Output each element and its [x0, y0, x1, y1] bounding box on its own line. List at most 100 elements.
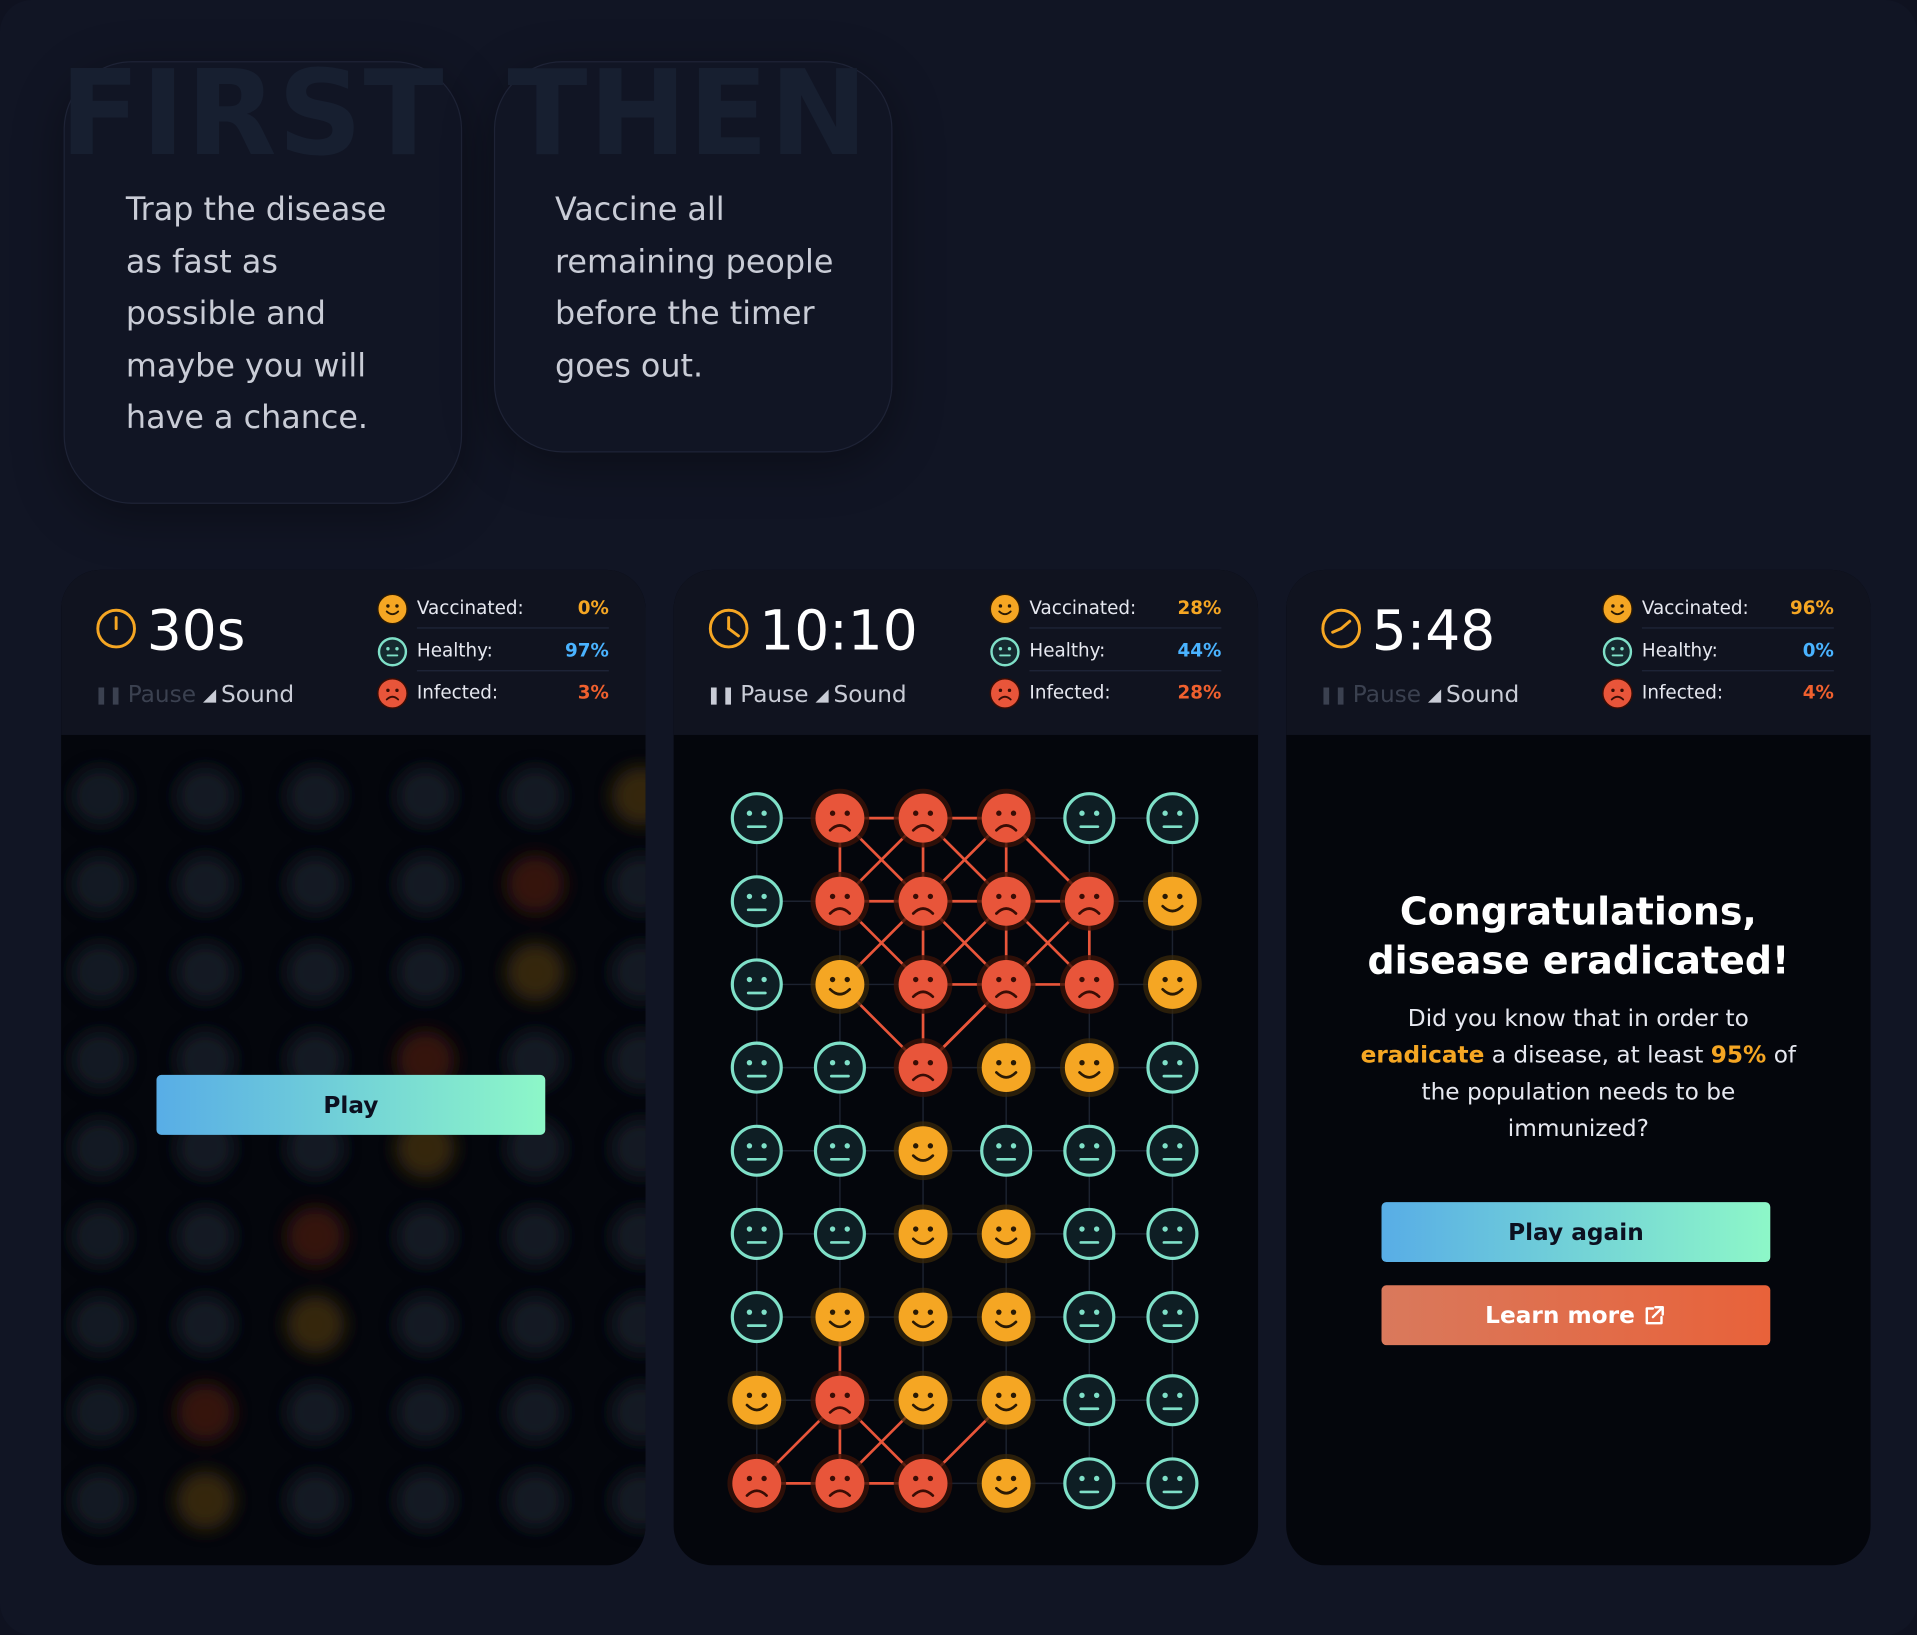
sad-face-icon[interactable]	[810, 1370, 870, 1430]
happy-face-icon[interactable]	[810, 955, 870, 1014]
happy-face-icon[interactable]	[976, 1370, 1036, 1430]
blurred-person	[396, 1471, 455, 1530]
sad-face-icon[interactable]	[976, 955, 1036, 1014]
neutral-face-icon	[1602, 637, 1633, 667]
neutral-face-icon[interactable]	[1063, 1374, 1116, 1427]
neutral-face-icon	[377, 637, 408, 667]
blurred-person	[611, 1471, 646, 1530]
neutral-face-icon[interactable]	[813, 1041, 866, 1094]
neutral-face-icon[interactable]	[813, 1124, 866, 1177]
healthy-label: Healthy:	[1029, 639, 1106, 662]
happy-face-icon[interactable]	[893, 1204, 953, 1264]
infected-label: Infected:	[416, 681, 499, 704]
happy-face-icon[interactable]	[1059, 1038, 1119, 1097]
pause-button[interactable]: ❚❚ Pause	[707, 680, 809, 711]
happy-face-icon[interactable]	[810, 1287, 870, 1347]
sad-face-icon[interactable]	[810, 871, 870, 931]
neutral-face-icon[interactable]	[1146, 1291, 1199, 1344]
blurred-person	[396, 766, 455, 826]
happy-face-icon[interactable]	[727, 1370, 787, 1430]
happy-face-icon[interactable]	[893, 1121, 953, 1181]
play-again-button[interactable]: Play again	[1381, 1202, 1771, 1263]
blurred-person	[506, 1471, 565, 1530]
blurred-person	[611, 1030, 646, 1090]
blurred-person	[396, 942, 455, 1002]
neutral-face-icon[interactable]	[1063, 1207, 1116, 1260]
neutral-face-icon[interactable]	[1146, 1207, 1199, 1260]
pause-button[interactable]: ❚❚ Pause	[94, 680, 196, 711]
neutral-face-icon[interactable]	[730, 792, 783, 845]
neutral-face-icon[interactable]	[730, 875, 783, 928]
happy-face-icon[interactable]	[976, 1454, 1036, 1513]
sad-face-icon[interactable]	[893, 1038, 953, 1097]
blurred-person	[70, 1030, 130, 1090]
congrats-message: Did you know that in order to eradicate …	[1360, 1000, 1798, 1147]
healthy-value: 44%	[1177, 639, 1222, 662]
blurred-person	[611, 1207, 646, 1266]
happy-face-icon[interactable]	[1143, 955, 1202, 1014]
happy-face-icon[interactable]	[976, 1287, 1036, 1347]
sound-button[interactable]: ◢ Sound	[1428, 680, 1519, 711]
neutral-face-icon[interactable]	[730, 958, 783, 1011]
neutral-face-icon[interactable]	[730, 1041, 783, 1094]
neutral-face-icon[interactable]	[730, 1291, 783, 1344]
vaccinated-label: Vaccinated:	[1641, 596, 1749, 619]
blurred-person	[176, 1471, 235, 1530]
happy-face-icon[interactable]	[893, 1370, 953, 1430]
sound-icon: ◢	[202, 686, 217, 706]
healthy-label: Healthy:	[416, 639, 493, 662]
happy-face-icon[interactable]	[976, 1038, 1036, 1097]
neutral-face-icon	[990, 637, 1020, 667]
neutral-face-icon[interactable]	[1063, 1291, 1116, 1344]
sound-button[interactable]: ◢ Sound	[203, 680, 294, 711]
sound-label: Sound	[833, 681, 907, 709]
neutral-face-icon[interactable]	[730, 1124, 783, 1177]
pause-label: Pause	[1352, 681, 1422, 709]
learn-more-label: Learn more	[1485, 1301, 1635, 1329]
sound-button[interactable]: ◢ Sound	[815, 680, 906, 711]
neutral-face-icon[interactable]	[1146, 1124, 1199, 1177]
neutral-face-icon[interactable]	[1063, 1457, 1116, 1510]
play-button[interactable]: Play	[156, 1074, 546, 1135]
neutral-face-icon[interactable]	[1063, 1124, 1116, 1177]
happy-face-icon[interactable]	[893, 1287, 953, 1347]
sad-face-icon[interactable]	[976, 788, 1036, 848]
neutral-face-icon[interactable]	[1146, 1041, 1199, 1094]
healthy-value: 0%	[1802, 639, 1834, 662]
neutral-face-icon[interactable]	[980, 1124, 1033, 1177]
neutral-face-icon[interactable]	[1146, 792, 1199, 845]
learn-more-button[interactable]: Learn more	[1381, 1285, 1771, 1346]
neutral-face-icon[interactable]	[730, 1207, 783, 1260]
sad-face-icon[interactable]	[893, 1454, 953, 1513]
neutral-face-icon[interactable]	[1063, 792, 1116, 845]
sad-face-icon[interactable]	[893, 788, 953, 848]
sad-face-icon[interactable]	[893, 955, 953, 1014]
blurred-person	[70, 1383, 130, 1442]
vaccinated-label: Vaccinated:	[1029, 596, 1137, 619]
pause-button[interactable]: ❚❚ Pause	[1319, 680, 1421, 711]
neutral-face-icon[interactable]	[1146, 1374, 1199, 1427]
sad-face-icon[interactable]	[893, 871, 953, 931]
game-hud: 10:10 ❚❚ Pause ◢ Sound Vaccinated: 28% Hea…	[673, 569, 1259, 735]
blurred-person	[396, 1383, 455, 1442]
happy-face-icon[interactable]	[976, 1204, 1036, 1264]
sad-face-icon[interactable]	[1059, 955, 1119, 1014]
blurred-person	[611, 942, 646, 1002]
clock-icon	[1321, 608, 1361, 649]
pause-icon: ❚❚	[94, 686, 123, 706]
sad-face-icon[interactable]	[810, 1454, 870, 1513]
game-board[interactable]	[674, 735, 1258, 1565]
happy-face-icon[interactable]	[1143, 871, 1202, 931]
sound-icon: ◢	[1427, 686, 1442, 706]
stat-infected: Infected: 3%	[377, 677, 609, 709]
sad-face-icon[interactable]	[727, 1454, 787, 1513]
intro-text-first: Trap the disease as fast as possible and…	[125, 191, 387, 438]
stat-infected: Infected: 4%	[1602, 677, 1834, 709]
sad-face-icon[interactable]	[810, 788, 870, 848]
neutral-face-icon[interactable]	[813, 1207, 866, 1260]
blurred-person	[396, 1206, 455, 1266]
sad-face-icon[interactable]	[1059, 871, 1119, 931]
sad-face-icon[interactable]	[976, 871, 1036, 931]
pause-icon: ❚❚	[1319, 686, 1348, 706]
neutral-face-icon[interactable]	[1146, 1457, 1199, 1510]
